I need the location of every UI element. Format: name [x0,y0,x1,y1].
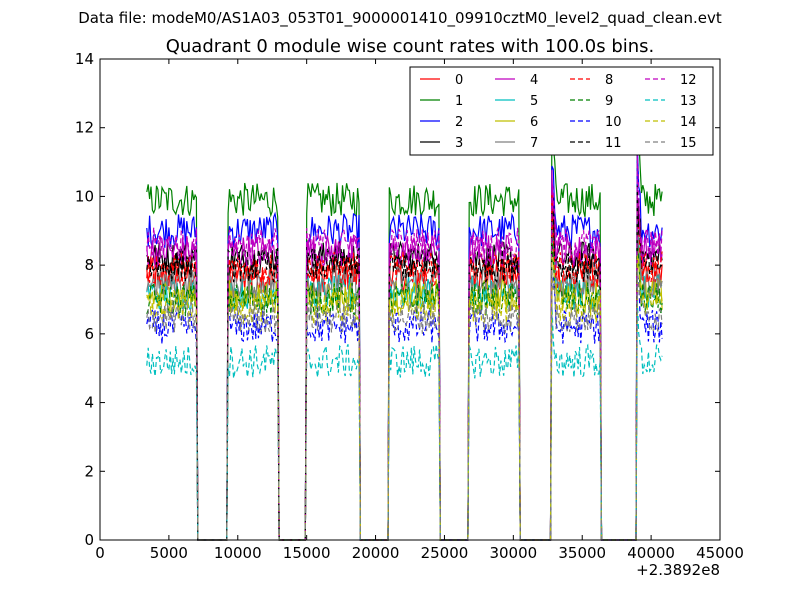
x-tick-label: 40000 [627,544,675,562]
data-file-title: Data file: modeM0/AS1A03_053T01_90000014… [78,9,722,27]
y-tick-label: 12 [75,119,94,137]
x-tick-label: 35000 [558,544,606,562]
x-tick-label: 25000 [421,544,469,562]
x-tick-label: 0 [95,544,105,562]
series-line-7 [146,222,663,541]
plot-frame [99,58,721,541]
y-tick-label: 10 [75,187,94,205]
x-tick-label: 30000 [489,544,537,562]
series-line-2 [146,143,663,541]
legend-label-10: 10 [605,115,622,130]
x-tick-label: 20000 [352,544,400,562]
y-tick-label: 14 [75,50,94,68]
y-tick-label: 8 [84,256,94,274]
y-tick-label: 0 [84,531,94,549]
legend-label-3: 3 [455,136,463,151]
series-line-13 [146,300,663,541]
y-tick-label: 4 [84,394,94,412]
y-tick-label: 6 [84,325,94,343]
x-tick-label: 45000 [696,544,744,562]
series-line-11 [146,185,663,541]
legend-label-4: 4 [530,73,538,88]
legend-label-6: 6 [530,115,538,130]
series-line-1 [146,115,663,541]
legend-label-0: 0 [455,73,463,88]
legend-label-8: 8 [605,73,613,88]
x-tick-label: 5000 [150,544,188,562]
y-tick-label: 2 [84,462,94,480]
x-offset-label: +2.3892e8 [636,561,720,579]
legend-label-11: 11 [605,136,622,151]
legend-label-5: 5 [530,94,538,109]
legend-label-14: 14 [680,115,697,130]
x-tick-label: 15000 [283,544,331,562]
series-line-12 [146,155,663,541]
series-line-10 [146,274,663,541]
legend-label-13: 13 [680,94,697,109]
series-line-14 [146,255,663,541]
legend-label-9: 9 [605,94,613,109]
legend-label-2: 2 [455,115,463,130]
legend-label-7: 7 [530,136,538,151]
chart-title: Quadrant 0 module wise count rates with … [165,36,655,57]
series-group [146,115,663,541]
series-line-15 [146,270,663,541]
legend-label-1: 1 [455,94,463,109]
legend-label-12: 12 [680,73,697,88]
series-line-4 [146,170,663,541]
legend-label-15: 15 [680,136,697,151]
x-tick-label: 10000 [214,544,262,562]
legend-box [409,66,714,156]
